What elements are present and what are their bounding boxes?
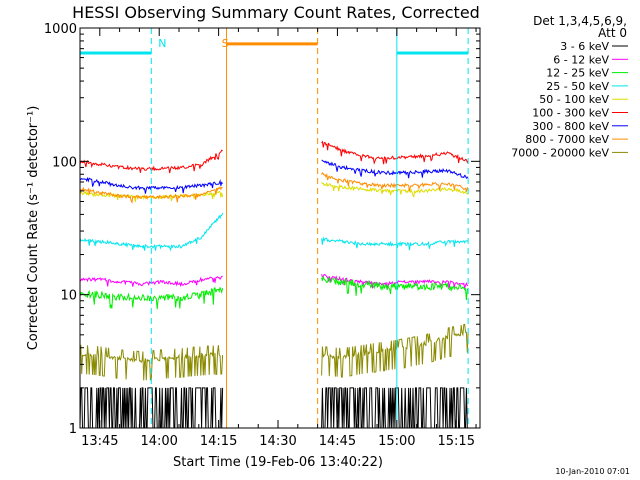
series-300-800-kev-segment-1 <box>79 176 223 194</box>
legend-label-300-800-kev: 300 - 800 keV <box>532 120 609 133</box>
x-tick-label: 14:45 <box>319 434 356 449</box>
series-3-6-kev-segment-1 <box>79 387 224 429</box>
series-800-7000-kev-segment-1 <box>79 185 223 204</box>
series-7000-20000-kev-segment-2 <box>321 323 469 378</box>
x-axis-label: Start Time (19-Feb-06 13:40:22) <box>173 455 383 470</box>
legend-label-6-12-kev: 6 - 12 keV <box>553 53 609 66</box>
chart-title: HESSI Observing Summary Count Rates, Cor… <box>72 3 480 22</box>
plot-frame <box>79 27 481 429</box>
series-800-7000-kev-segment-2 <box>321 171 469 192</box>
series-50-100-kev-segment-2 <box>321 181 469 198</box>
series-25-50-kev-segment-1 <box>79 212 224 252</box>
series-25-50-kev-segment-2 <box>321 236 469 251</box>
x-tick-label: 15:00 <box>378 434 415 449</box>
legend-label-12-25-kev: 12 - 25 keV <box>546 67 609 80</box>
x-tick-label: 14:00 <box>140 434 177 449</box>
plot-area: N S 1 10 100 1000 13:45 14:00 14:15 14:30 14:45 15… <box>44 22 481 449</box>
legend-label-50-100-kev: 50 - 100 keV <box>539 93 609 106</box>
series-6-12-kev-segment-2 <box>321 273 469 290</box>
legend-label-7000-20000-kev: 7000 - 20000 keV <box>511 146 609 159</box>
x-tick-label: 14:15 <box>200 434 237 449</box>
legend-label-25-50-kev: 25 - 50 keV <box>546 80 609 93</box>
footer-date: 10-Jan-2010 07:01 <box>555 467 630 476</box>
legend-label-3-6-kev: 3 - 6 keV <box>560 40 609 53</box>
series-100-300-kev-segment-2 <box>321 140 469 165</box>
y-tick-label-1: 1 <box>69 422 77 437</box>
y-tick-label-1000: 1000 <box>44 22 77 37</box>
annotation-s: S <box>222 37 229 50</box>
y-tick-label-10: 10 <box>60 289 77 304</box>
legend-label-100-300-kev: 100 - 300 keV <box>532 107 609 120</box>
x-tick-label: 14:30 <box>259 434 296 449</box>
tick-layer: 1 10 100 1000 13:45 14:00 14:15 14:30 14:45 15:00… <box>44 22 480 449</box>
legend-header-line-2: Att 0 <box>598 26 627 40</box>
y-axis-label: Corrected Count Rate (s⁻¹ detector⁻¹) <box>26 106 41 351</box>
x-tick-label: 13:45 <box>81 434 118 449</box>
series-300-800-kev-segment-2 <box>321 159 469 179</box>
y-tick-label-100: 100 <box>52 155 77 170</box>
x-tick-label: 15:15 <box>438 434 475 449</box>
legend-label-800-7000-kev: 800 - 7000 keV <box>525 133 609 146</box>
annotation-n: N <box>158 37 166 50</box>
legend-header-line-1: Det 1,3,4,5,6,9, <box>533 14 627 28</box>
series-12-25-kev-segment-2 <box>321 275 469 300</box>
